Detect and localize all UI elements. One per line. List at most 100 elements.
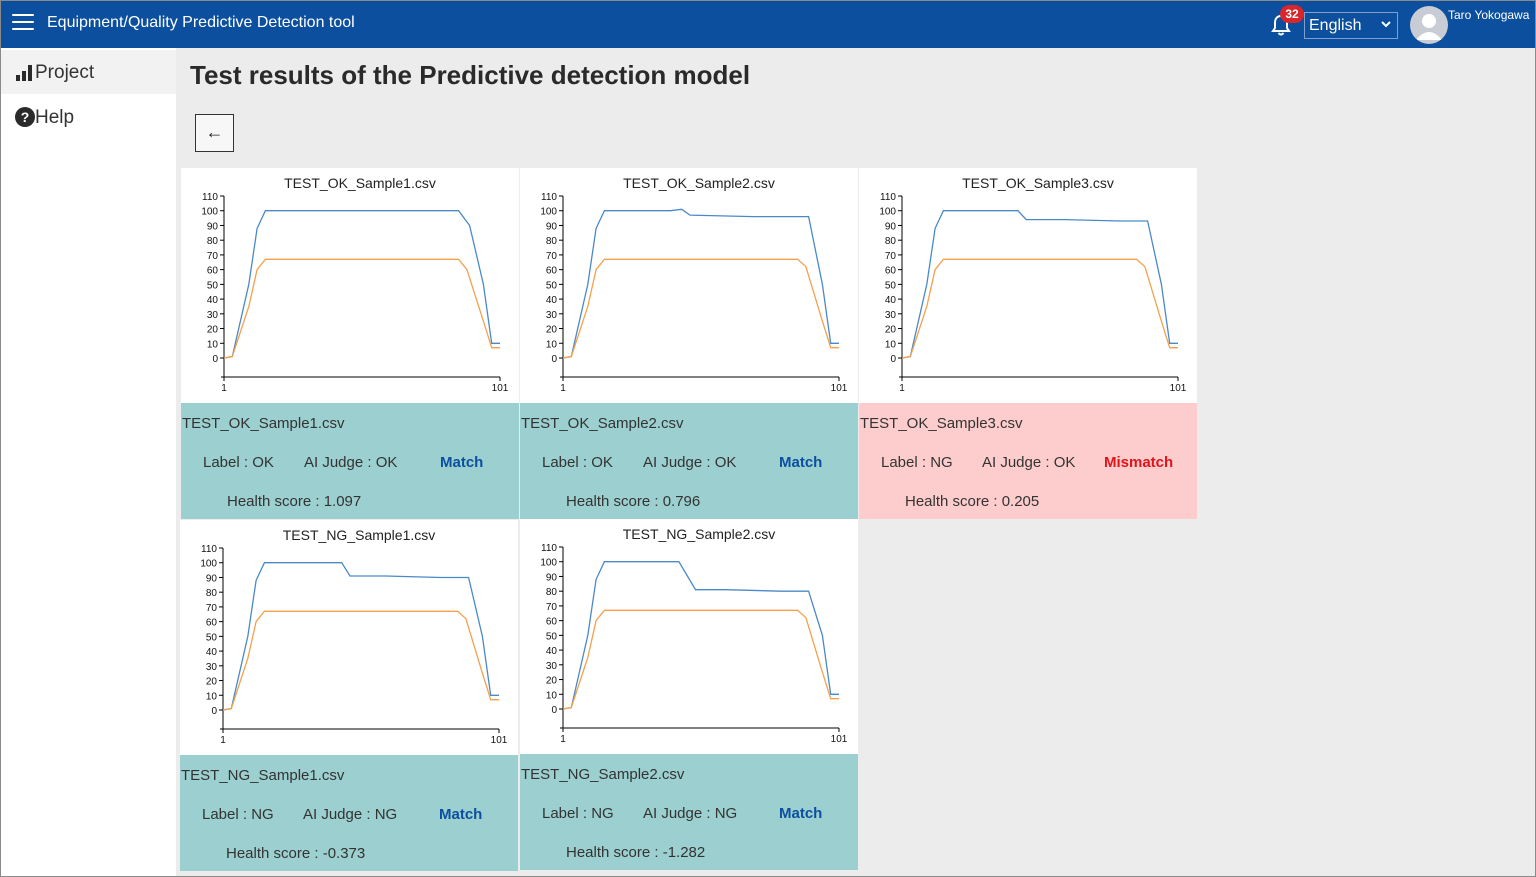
help-circle-icon: ? <box>15 107 35 133</box>
result-card: TEST_NG_Sample1.csv 110 100 90 80 70 60 50 40 30 2… <box>180 520 518 871</box>
chart-title: TEST_OK_Sample3.csv <box>962 175 1114 191</box>
chart-panel: TEST_OK_Sample3.csv 110 100 90 80 70 60 50 40 30 2… <box>859 168 1197 403</box>
line-chart: TEST_OK_Sample3.csv110100908070605040302… <box>879 175 1187 394</box>
y-tick-label: 0 <box>211 706 217 717</box>
chart-panel: TEST_OK_Sample1.csv 110 100 90 80 70 60 50 40 30 2… <box>181 168 519 403</box>
sidebar-item-label: Help <box>35 107 75 128</box>
x-tick-label: 101 <box>1170 383 1187 394</box>
y-tick-label: 80 <box>207 236 219 247</box>
series-line-blue <box>562 561 839 710</box>
y-tick-label: 110 <box>201 544 217 555</box>
y-tick-label: 80 <box>546 236 558 247</box>
y-tick-label: 40 <box>546 295 558 306</box>
result-info-panel: TEST_NG_Sample1.csv Label : NG AI Judge … <box>180 755 518 871</box>
line-chart: TEST_NG_Sample1.csv110100908070605040302… <box>200 527 507 746</box>
y-tick-label: 10 <box>206 691 218 702</box>
y-tick-label: 20 <box>206 677 218 688</box>
app-title: Equipment/Quality Predictive Detection t… <box>47 14 355 31</box>
x-tick-label: 1 <box>221 383 227 394</box>
y-tick-label: 40 <box>207 295 219 306</box>
result-file-name: TEST_OK_Sample2.csv <box>521 415 684 432</box>
result-file-name: TEST_NG_Sample1.csv <box>181 767 345 784</box>
y-tick-label: 10 <box>546 339 558 350</box>
chart-title: TEST_OK_Sample2.csv <box>623 175 775 191</box>
ai-judge-label: AI Judge : OK <box>982 454 1076 471</box>
user-avatar-icon[interactable] <box>1410 6 1448 44</box>
x-tick-label: 1 <box>560 383 566 394</box>
line-chart: TEST_NG_Sample2.csv110100908070605040302… <box>540 526 847 745</box>
y-tick-label: 50 <box>885 280 897 291</box>
chart-panel: TEST_NG_Sample1.csv 110 100 90 80 70 60 50 40 30 2… <box>180 520 518 755</box>
ai-judge-label: AI Judge : OK <box>643 454 737 471</box>
x-tick-label: 1 <box>899 383 905 394</box>
y-tick-label: 80 <box>206 588 218 599</box>
line-chart: TEST_OK_Sample1.csv110100908070605040302… <box>201 175 508 394</box>
chart-title: TEST_NG_Sample1.csv <box>283 527 436 543</box>
user-name[interactable]: Taro Yokogawa <box>1448 8 1530 22</box>
result-card: TEST_NG_Sample2.csv 110 100 90 80 70 60 50 40 30 2… <box>520 519 858 870</box>
ground-truth-label: Label : OK <box>542 454 613 471</box>
y-tick-label: 70 <box>207 251 219 262</box>
sidebar-item-help[interactable]: ? Help <box>1 95 176 139</box>
y-tick-label: 30 <box>206 662 218 673</box>
language-select-value: English <box>1309 17 1362 34</box>
y-tick-label: 50 <box>546 631 558 642</box>
health-score: Health score : 0.796 <box>566 493 701 510</box>
health-score: Health score : -0.373 <box>226 845 366 862</box>
y-tick-label: 20 <box>546 676 558 687</box>
y-tick-label: 110 <box>541 543 557 554</box>
chart-panel: TEST_NG_Sample2.csv 110 100 90 80 70 60 50 40 30 2… <box>520 519 858 754</box>
series-line-orange <box>562 609 839 710</box>
ai-judge-label: AI Judge : OK <box>304 454 398 471</box>
y-tick-label: 100 <box>879 207 896 218</box>
mismatch-status: Mismatch <box>1104 454 1174 471</box>
series-line-orange <box>901 258 1178 359</box>
y-tick-label: 0 <box>551 354 557 365</box>
y-tick-label: 110 <box>202 192 218 203</box>
y-tick-label: 20 <box>546 325 558 336</box>
y-tick-label: 30 <box>546 310 558 321</box>
y-tick-label: 10 <box>207 339 219 350</box>
chart-title: TEST_OK_Sample1.csv <box>284 175 436 191</box>
chart-panel: TEST_OK_Sample2.csv 110 100 90 80 70 60 50 40 30 2… <box>520 168 858 403</box>
result-info-panel: TEST_OK_Sample1.csv Label : OK AI Judge … <box>181 403 519 519</box>
y-tick-label: 70 <box>546 251 558 262</box>
series-line-blue <box>223 210 500 359</box>
y-tick-label: 40 <box>206 647 218 658</box>
y-tick-label: 80 <box>885 236 897 247</box>
y-tick-label: 40 <box>546 646 558 657</box>
y-tick-label: 60 <box>885 266 897 277</box>
y-tick-label: 60 <box>546 266 558 277</box>
result-file-name: TEST_OK_Sample3.csv <box>860 415 1023 432</box>
y-tick-label: 60 <box>546 617 558 628</box>
sidebar-item-project[interactable]: Project <box>1 50 176 94</box>
y-tick-label: 10 <box>546 690 558 701</box>
y-tick-label: 100 <box>200 559 217 570</box>
ground-truth-label: Label : OK <box>203 454 274 471</box>
y-tick-label: 20 <box>207 325 219 336</box>
health-score: Health score : 0.205 <box>905 493 1040 510</box>
result-info-panel: TEST_OK_Sample2.csv Label : OK AI Judge … <box>520 403 858 519</box>
y-tick-label: 110 <box>541 192 557 203</box>
x-tick-label: 101 <box>831 383 848 394</box>
y-tick-label: 20 <box>885 325 897 336</box>
y-tick-label: 50 <box>207 280 219 291</box>
y-tick-label: 60 <box>207 266 219 277</box>
ai-judge-label: AI Judge : NG <box>303 806 398 823</box>
y-tick-label: 100 <box>201 207 218 218</box>
back-button[interactable]: ← <box>195 114 234 152</box>
series-line-orange <box>562 258 839 359</box>
y-tick-label: 10 <box>885 339 897 350</box>
y-tick-label: 90 <box>546 221 558 232</box>
match-status: Match <box>779 805 823 822</box>
result-info-panel: TEST_OK_Sample3.csv Label : NG AI Judge … <box>859 403 1197 519</box>
y-tick-label: 70 <box>546 602 558 613</box>
y-tick-label: 40 <box>885 295 897 306</box>
y-tick-label: 70 <box>885 251 897 262</box>
ground-truth-label: Label : NG <box>881 454 953 471</box>
series-line-orange <box>223 258 500 359</box>
language-select[interactable]: English <box>1304 12 1398 39</box>
y-tick-label: 80 <box>546 587 558 598</box>
result-card: TEST_OK_Sample3.csv 110 100 90 80 70 60 50 40 30 2… <box>859 168 1197 519</box>
hamburger-menu-icon[interactable] <box>12 14 34 32</box>
